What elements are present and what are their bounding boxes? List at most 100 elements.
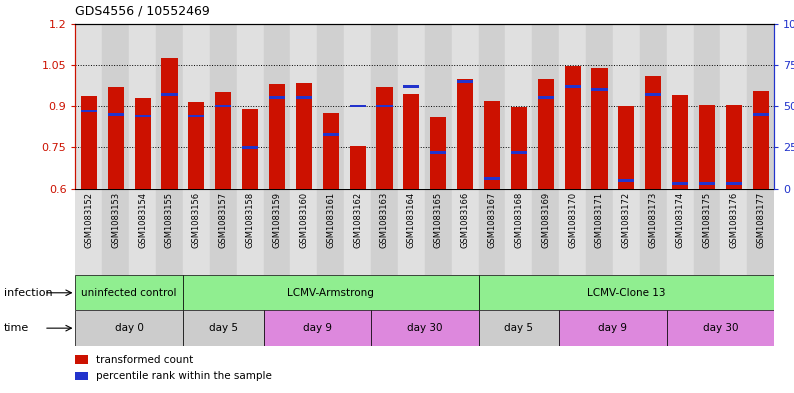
Bar bbox=[188, 102, 204, 189]
Bar bbox=[322, 133, 339, 136]
Bar bbox=[457, 80, 473, 83]
Text: GSM1083171: GSM1083171 bbox=[595, 192, 604, 248]
Bar bbox=[371, 24, 398, 189]
Bar bbox=[538, 97, 553, 99]
Text: GSM1083174: GSM1083174 bbox=[676, 192, 684, 248]
Text: day 5: day 5 bbox=[209, 323, 237, 333]
Bar bbox=[506, 189, 532, 275]
Text: GSM1083161: GSM1083161 bbox=[326, 192, 335, 248]
Bar bbox=[183, 24, 210, 189]
Bar bbox=[210, 189, 237, 275]
Bar bbox=[264, 310, 371, 346]
Bar bbox=[398, 24, 425, 189]
Bar bbox=[156, 24, 183, 189]
Text: LCMV-Armstrong: LCMV-Armstrong bbox=[287, 288, 374, 298]
Bar bbox=[720, 189, 747, 275]
Text: transformed count: transformed count bbox=[96, 354, 194, 365]
Bar bbox=[75, 355, 88, 364]
Bar bbox=[479, 189, 506, 275]
Text: GSM1083177: GSM1083177 bbox=[756, 192, 765, 248]
Bar bbox=[484, 101, 500, 189]
Text: GSM1083153: GSM1083153 bbox=[111, 192, 120, 248]
Bar bbox=[129, 189, 156, 275]
Bar bbox=[344, 24, 371, 189]
Text: GSM1083154: GSM1083154 bbox=[138, 192, 147, 248]
Bar bbox=[753, 91, 769, 189]
Bar bbox=[102, 189, 129, 275]
Bar bbox=[672, 182, 688, 185]
Bar bbox=[75, 189, 102, 275]
Bar bbox=[108, 113, 124, 116]
Bar bbox=[559, 310, 667, 346]
Text: GSM1083159: GSM1083159 bbox=[272, 192, 282, 248]
Bar bbox=[720, 24, 747, 189]
Bar bbox=[75, 24, 102, 189]
Bar bbox=[318, 24, 344, 189]
Bar bbox=[479, 275, 774, 310]
Text: uninfected control: uninfected control bbox=[82, 288, 177, 298]
Bar bbox=[726, 105, 742, 189]
Bar bbox=[403, 85, 419, 88]
Bar bbox=[646, 93, 661, 96]
Bar bbox=[672, 95, 688, 189]
Bar bbox=[81, 96, 97, 189]
Bar bbox=[532, 24, 559, 189]
Bar bbox=[161, 93, 178, 96]
Bar bbox=[452, 189, 479, 275]
Bar bbox=[376, 87, 392, 189]
Bar bbox=[452, 24, 479, 189]
Bar bbox=[75, 310, 183, 346]
Bar bbox=[75, 372, 88, 380]
Text: GSM1083175: GSM1083175 bbox=[703, 192, 711, 248]
Text: GSM1083168: GSM1083168 bbox=[515, 192, 523, 248]
Bar bbox=[646, 76, 661, 189]
Text: GSM1083173: GSM1083173 bbox=[649, 192, 657, 248]
Bar bbox=[699, 182, 715, 185]
Bar bbox=[183, 275, 479, 310]
Bar bbox=[398, 189, 425, 275]
Bar bbox=[215, 92, 231, 189]
Bar bbox=[161, 58, 178, 189]
Bar bbox=[613, 189, 640, 275]
Text: GSM1083157: GSM1083157 bbox=[218, 192, 228, 248]
Bar bbox=[242, 146, 258, 149]
Bar bbox=[296, 97, 312, 99]
Bar bbox=[479, 310, 559, 346]
Bar bbox=[747, 24, 774, 189]
Bar bbox=[619, 106, 634, 189]
Bar bbox=[538, 79, 553, 189]
Bar bbox=[183, 189, 210, 275]
Bar bbox=[753, 113, 769, 116]
Bar bbox=[693, 189, 720, 275]
Bar bbox=[506, 24, 532, 189]
Bar bbox=[565, 66, 580, 189]
Text: day 0: day 0 bbox=[115, 323, 144, 333]
Bar bbox=[559, 189, 586, 275]
Bar bbox=[183, 310, 264, 346]
Bar bbox=[102, 24, 129, 189]
Bar bbox=[619, 179, 634, 182]
Bar bbox=[586, 24, 613, 189]
Text: GSM1083164: GSM1083164 bbox=[407, 192, 416, 248]
Bar bbox=[484, 177, 500, 180]
Bar bbox=[511, 107, 527, 189]
Bar bbox=[376, 105, 392, 107]
Text: GSM1083156: GSM1083156 bbox=[192, 192, 201, 248]
Bar bbox=[344, 189, 371, 275]
Text: GSM1083176: GSM1083176 bbox=[730, 192, 738, 248]
Text: infection: infection bbox=[4, 288, 52, 298]
Bar bbox=[565, 85, 580, 88]
Text: GSM1083169: GSM1083169 bbox=[542, 192, 550, 248]
Bar bbox=[210, 24, 237, 189]
Bar bbox=[592, 88, 607, 91]
Bar bbox=[291, 189, 318, 275]
Bar bbox=[134, 115, 151, 118]
Bar bbox=[693, 24, 720, 189]
Bar bbox=[81, 110, 97, 112]
Bar bbox=[457, 79, 473, 189]
Bar bbox=[75, 275, 183, 310]
Bar bbox=[592, 68, 607, 189]
Bar bbox=[296, 83, 312, 189]
Text: day 5: day 5 bbox=[504, 323, 534, 333]
Bar bbox=[726, 182, 742, 185]
